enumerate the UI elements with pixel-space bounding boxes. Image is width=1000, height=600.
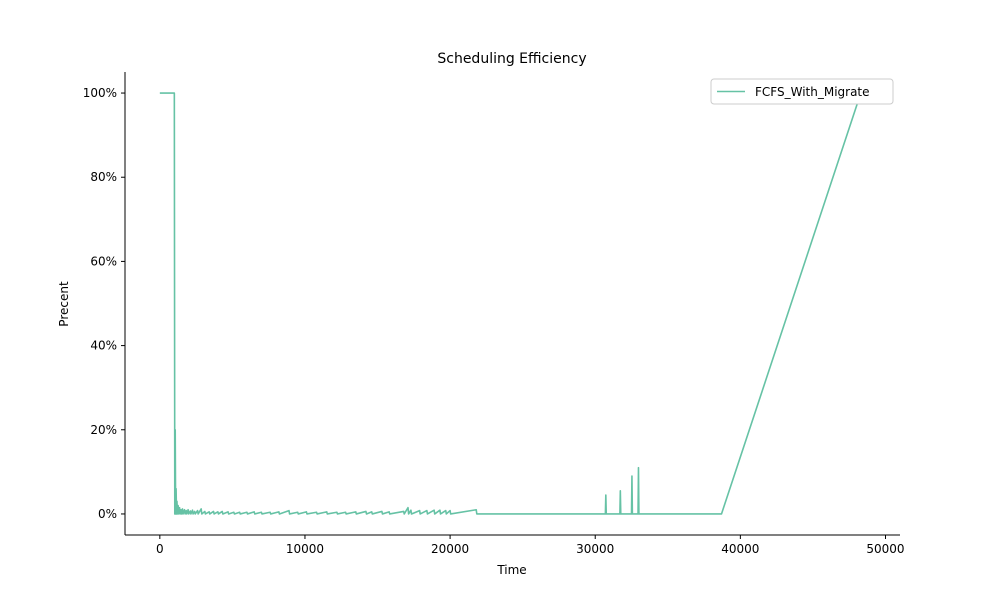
x-tick-label: 30000 <box>576 542 614 556</box>
y-axis-label: Precent <box>57 281 71 327</box>
legend-box <box>710 78 894 105</box>
x-tick-label: 10000 <box>286 542 324 556</box>
y-tick-label: 100% <box>83 86 117 100</box>
axes <box>124 72 900 536</box>
series-line-fcfs-with-migrate <box>159 92 862 515</box>
x-tick-label: 20000 <box>431 542 469 556</box>
chart-title: Scheduling Efficiency <box>437 51 586 67</box>
y-tick-label: 40% <box>90 339 117 353</box>
x-axis-label: Time <box>496 563 526 577</box>
x-ticks: 0 10000 20000 30000 40000 50000 <box>156 535 905 556</box>
plot-area <box>159 92 862 515</box>
x-tick-label: 0 <box>156 542 164 556</box>
x-tick-label: 50000 <box>866 542 904 556</box>
y-tick-label: 60% <box>90 254 117 268</box>
legend-label: FCFS_With_Migrate <box>755 85 870 99</box>
y-tick-label: 0% <box>98 507 117 521</box>
y-tick-label: 20% <box>90 423 117 437</box>
y-ticks: 0% 20% 40% 60% 80% 100% <box>83 86 125 521</box>
x-tick-label: 40000 <box>721 542 759 556</box>
y-tick-label: 80% <box>90 170 117 184</box>
legend: FCFS_With_Migrate <box>710 78 894 105</box>
